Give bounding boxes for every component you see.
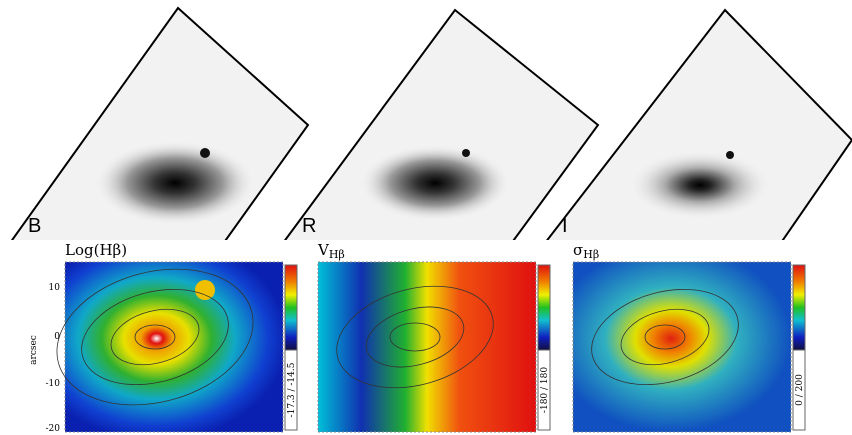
panel-label: R — [302, 215, 316, 237]
star — [200, 148, 210, 158]
colorbar-label: -17.3 / -14.5 — [287, 362, 297, 417]
map-2: VHβ -180 / 180 — [317, 241, 551, 433]
galaxy-i — [630, 151, 770, 219]
imaging-panels — [10, 6, 852, 240]
colorbar-label: 0 / 200 — [795, 374, 805, 406]
colorbar-label: -180 / 180 — [540, 367, 550, 413]
star — [462, 149, 470, 157]
galaxy-b — [95, 141, 255, 225]
panel-label: B — [28, 215, 41, 237]
star — [726, 151, 734, 159]
map-title: Log(Hβ) — [65, 241, 127, 259]
frame-i — [546, 8, 852, 240]
map-3: σHβ 0 / 200 — [572, 241, 806, 433]
map-1: Log(Hβ) -17.3 / -14.5 — [56, 241, 298, 433]
map-title: σHβ — [573, 241, 599, 261]
panel-label: I — [562, 215, 568, 237]
y-tick-label: -10 — [46, 379, 61, 389]
y-tick-label: 10 — [49, 283, 61, 293]
y-tick-label: -20 — [46, 424, 61, 434]
y-tick-label: 0 — [54, 332, 60, 342]
galaxy-r — [360, 145, 510, 221]
map-title: VHβ — [317, 241, 345, 261]
y-axis-label: arcsec — [29, 335, 39, 365]
